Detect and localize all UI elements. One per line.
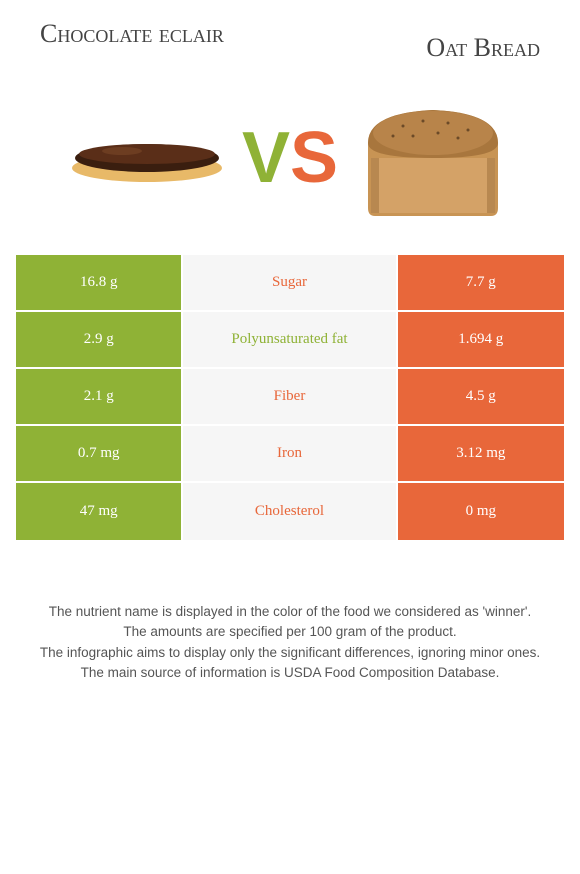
eclair-icon bbox=[62, 93, 232, 223]
nutrient-label: Polyunsaturated fat bbox=[183, 312, 397, 367]
image-row: VS bbox=[10, 83, 570, 253]
footer-line: The main source of information is USDA F… bbox=[20, 663, 560, 683]
right-food-title: Oat Bread bbox=[340, 18, 540, 63]
right-value: 7.7 g bbox=[398, 255, 564, 310]
table-row: 47 mg Cholesterol 0 mg bbox=[16, 483, 564, 540]
vs-s: S bbox=[290, 117, 338, 199]
left-value: 0.7 mg bbox=[16, 426, 183, 481]
infographic-container: Chocolate eclair Oat Bread VS bbox=[0, 0, 580, 874]
right-value: 0 mg bbox=[398, 483, 564, 540]
footer-line: The infographic aims to display only the… bbox=[20, 643, 560, 663]
left-value: 47 mg bbox=[16, 483, 183, 540]
footer-line: The amounts are specified per 100 gram o… bbox=[20, 622, 560, 642]
left-food-title: Chocolate eclair bbox=[40, 18, 240, 63]
right-value: 4.5 g bbox=[398, 369, 564, 424]
table-row: 16.8 g Sugar 7.7 g bbox=[16, 255, 564, 312]
table-row: 0.7 mg Iron 3.12 mg bbox=[16, 426, 564, 483]
bread-icon bbox=[348, 93, 518, 223]
table-row: 2.9 g Polyunsaturated fat 1.694 g bbox=[16, 312, 564, 369]
right-value: 3.12 mg bbox=[398, 426, 564, 481]
table-row: 2.1 g Fiber 4.5 g bbox=[16, 369, 564, 426]
footer-line: The nutrient name is displayed in the co… bbox=[20, 602, 560, 622]
vs-label: VS bbox=[242, 117, 338, 199]
left-value: 16.8 g bbox=[16, 255, 183, 310]
vs-v: V bbox=[242, 117, 290, 199]
footer-notes: The nutrient name is displayed in the co… bbox=[10, 602, 570, 683]
right-value: 1.694 g bbox=[398, 312, 564, 367]
nutrient-label: Sugar bbox=[183, 255, 397, 310]
nutrient-label: Cholesterol bbox=[183, 483, 397, 540]
nutrient-label: Iron bbox=[183, 426, 397, 481]
left-value: 2.1 g bbox=[16, 369, 183, 424]
nutrient-label: Fiber bbox=[183, 369, 397, 424]
header-row: Chocolate eclair Oat Bread bbox=[10, 18, 570, 63]
left-value: 2.9 g bbox=[16, 312, 183, 367]
nutrient-table: 16.8 g Sugar 7.7 g 2.9 g Polyunsaturated… bbox=[14, 253, 566, 542]
